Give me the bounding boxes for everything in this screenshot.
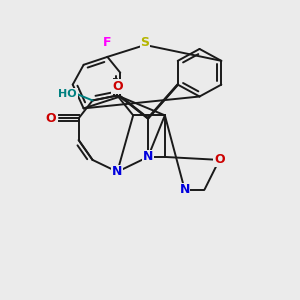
Text: O: O — [112, 80, 123, 93]
Text: N: N — [112, 165, 122, 178]
Text: N: N — [143, 150, 153, 164]
Text: HO: HO — [58, 88, 77, 98]
Text: S: S — [140, 35, 149, 49]
Text: N: N — [179, 183, 190, 196]
Text: O: O — [46, 112, 56, 125]
Text: O: O — [214, 153, 225, 167]
Text: F: F — [103, 37, 112, 50]
